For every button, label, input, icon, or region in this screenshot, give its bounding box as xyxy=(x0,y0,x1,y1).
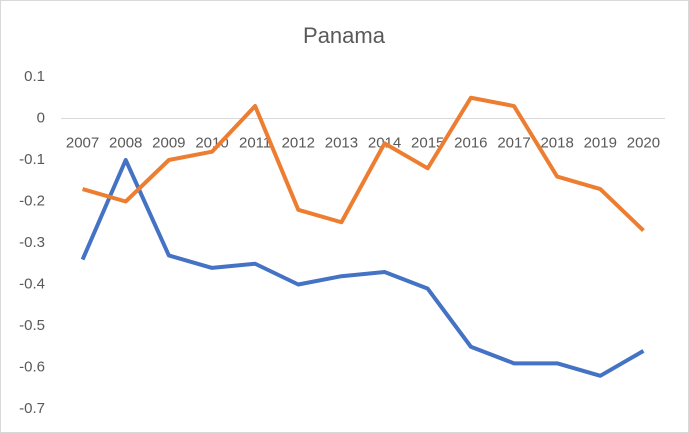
x-tick-label: 2017 xyxy=(497,134,530,151)
x-tick-label: 2018 xyxy=(540,134,573,151)
x-tick-label: 2008 xyxy=(109,134,142,151)
x-tick-label: 2007 xyxy=(66,134,99,151)
x-tick-label: 2009 xyxy=(152,134,185,151)
y-tick-label: -0.1 xyxy=(19,151,45,168)
series-line xyxy=(82,95,645,232)
y-tick-label: -0.7 xyxy=(19,400,45,417)
y-tick-label: -0.3 xyxy=(19,234,45,251)
x-tick-label: 2020 xyxy=(627,134,660,151)
series-line xyxy=(80,158,645,378)
y-tick-label: 0 xyxy=(37,109,45,126)
y-tick-label: -0.2 xyxy=(19,192,45,209)
chart-title: Panama xyxy=(303,23,386,48)
y-tick-label: 0.1 xyxy=(24,68,45,85)
x-tick-label: 2010 xyxy=(195,134,228,151)
x-tick-label: 2015 xyxy=(411,134,444,151)
y-tick-label: -0.6 xyxy=(19,358,45,375)
x-tick-label: 2011 xyxy=(239,134,271,151)
y-tick-label: -0.5 xyxy=(19,317,45,334)
x-tick-label: 2016 xyxy=(454,134,487,151)
x-tick-label: 2019 xyxy=(584,134,617,151)
x-tick-label: 2012 xyxy=(282,134,315,151)
x-tick-label: 2013 xyxy=(325,134,358,151)
y-tick-label: -0.4 xyxy=(19,275,45,292)
